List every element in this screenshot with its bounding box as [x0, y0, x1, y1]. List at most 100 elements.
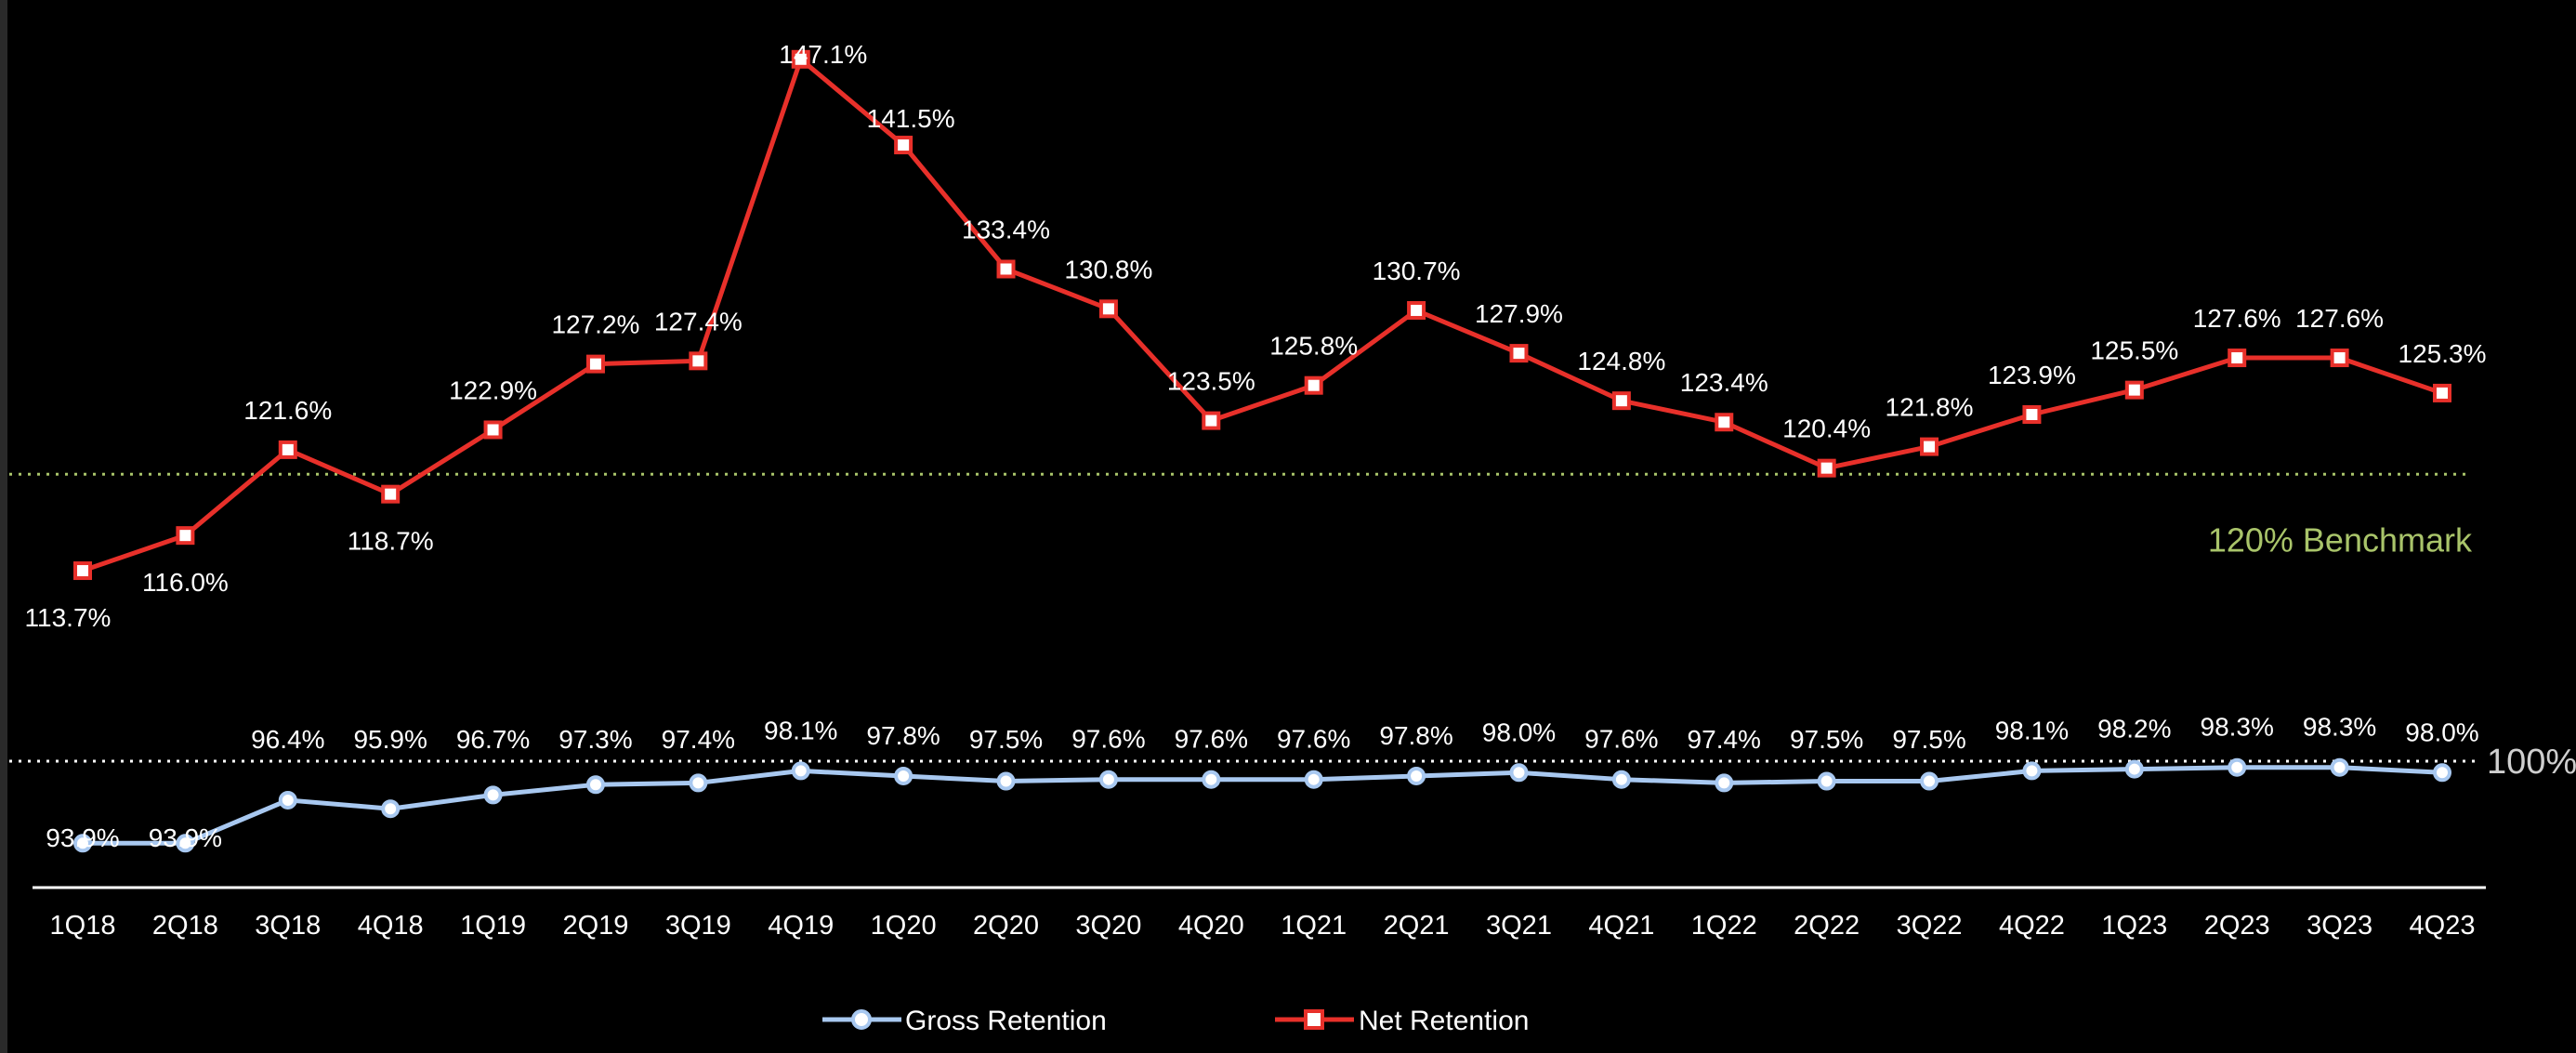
net-retention-point[interactable]	[2124, 380, 2144, 400]
x-tick-label: 3Q19	[665, 911, 731, 941]
legend-net-square-icon	[1304, 1009, 1324, 1030]
gross-retention-point[interactable]	[1509, 763, 1529, 783]
gross-retention-point[interactable]	[1611, 770, 1631, 789]
gross-retention-point[interactable]	[278, 790, 297, 809]
gross-retention-point[interactable]	[176, 834, 195, 853]
net-retention-data-label: 125.8%	[1269, 332, 1358, 361]
net-retention-data-label: 127.2%	[551, 310, 639, 339]
net-retention-point[interactable]	[1715, 413, 1734, 432]
gross-retention-data-label: 97.8%	[866, 721, 940, 750]
x-tick-label: 2Q23	[2204, 911, 2270, 941]
net-retention-data-label: 130.7%	[1373, 257, 1461, 285]
legend: Gross Retention Net Retention	[822, 1006, 1529, 1036]
series-net-retention: 113.7% 116.0% 121.6% 118.7% 122.9% 127.2% 127.…	[25, 40, 2487, 632]
net-retention-point[interactable]	[1611, 391, 1631, 411]
net-retention-data-label: 118.7%	[348, 527, 434, 556]
net-retention-data-label: 127.4%	[654, 307, 743, 336]
gross-retention-data-label: 97.6%	[1175, 725, 1248, 754]
net-retention-point[interactable]	[1407, 300, 1426, 320]
gross-retention-point[interactable]	[894, 766, 913, 785]
x-tick-label: 1Q23	[2101, 911, 2167, 941]
gross-retention-point[interactable]	[585, 775, 605, 795]
x-tick-label: 4Q22	[1999, 911, 2065, 941]
gross-retention-data-label: 98.0%	[2405, 717, 2478, 746]
x-tick-label: 1Q20	[871, 911, 937, 941]
x-tick-label: 1Q22	[1691, 911, 1757, 941]
net-retention-point[interactable]	[585, 354, 605, 374]
net-retention-data-label: 124.8%	[1577, 347, 1665, 375]
gross-retention-point[interactable]	[996, 771, 1016, 791]
x-tick-label: 4Q19	[768, 911, 834, 941]
net-retention-point[interactable]	[1304, 375, 1323, 395]
net-retention-point[interactable]	[996, 259, 1016, 279]
gross-retention-line	[83, 765, 2443, 846]
gross-retention-point[interactable]	[689, 773, 708, 793]
net-retention-point[interactable]	[2330, 349, 2349, 368]
gross-retention-data-label: 97.4%	[1688, 725, 1761, 754]
net-retention-point[interactable]	[2433, 383, 2451, 402]
net-retention-data-label: 133.4%	[962, 215, 1050, 244]
net-retention-point[interactable]	[381, 484, 401, 504]
x-tick-label: 3Q20	[1075, 911, 1141, 941]
net-retention-point[interactable]	[73, 561, 92, 581]
gross-retention-point[interactable]	[483, 785, 503, 805]
gross-retention-point[interactable]	[1920, 771, 1939, 791]
net-retention-point[interactable]	[1098, 299, 1118, 319]
gross-retention-point[interactable]	[2124, 759, 2144, 779]
net-retention-data-label: 127.9%	[1475, 299, 1563, 328]
net-retention-data-label: 121.6%	[243, 396, 332, 425]
x-tick-label: 2Q20	[973, 911, 1039, 941]
x-tick-label: 3Q22	[1897, 911, 1963, 941]
net-retention-point[interactable]	[689, 351, 708, 371]
legend-item-gross-retention[interactable]: Gross Retention	[822, 1006, 1107, 1036]
net-retention-point[interactable]	[1817, 458, 1836, 478]
net-retention-data-label: 123.4%	[1680, 368, 1768, 397]
net-retention-point[interactable]	[2228, 349, 2247, 368]
gross-retention-point[interactable]	[381, 799, 401, 819]
gross-retention-data-label: 96.4%	[251, 725, 324, 754]
gross-retention-point[interactable]	[2330, 757, 2349, 777]
gross-retention-point[interactable]	[1202, 770, 1221, 789]
legend-gross-circle-icon	[851, 1009, 872, 1030]
net-retention-point[interactable]	[176, 526, 195, 546]
gross-retention-point[interactable]	[1817, 771, 1836, 791]
gross-retention-point[interactable]	[2022, 761, 2042, 781]
legend-item-net-retention[interactable]: Net Retention	[1275, 1006, 1529, 1036]
net-retention-point[interactable]	[483, 420, 503, 440]
gross-retention-point[interactable]	[791, 761, 810, 781]
x-tick-label: 3Q18	[255, 911, 321, 941]
gross-retention-data-label: 98.1%	[1995, 716, 2069, 744]
gross-retention-data-label: 98.3%	[2201, 713, 2274, 742]
net-retention-data-label: 121.8%	[1886, 393, 1974, 422]
net-retention-point[interactable]	[2022, 404, 2042, 424]
x-tick-label: 2Q22	[1794, 911, 1860, 941]
gross-retention-data-label: 97.5%	[969, 725, 1043, 754]
net-retention-point[interactable]	[1920, 437, 1939, 456]
legend-net-label: Net Retention	[1359, 1006, 1529, 1036]
net-retention-data-label: 116.0%	[142, 568, 229, 597]
x-tick-label: 1Q18	[50, 911, 116, 941]
gross-retention-point[interactable]	[1098, 770, 1118, 789]
gross-retention-point[interactable]	[2433, 763, 2451, 783]
net-retention-point[interactable]	[1509, 344, 1529, 363]
net-retention-point[interactable]	[791, 49, 810, 69]
gross-retention-point[interactable]	[2228, 757, 2247, 777]
x-tick-label: 4Q21	[1588, 911, 1654, 941]
net-retention-point[interactable]	[894, 136, 913, 155]
net-retention-point[interactable]	[1202, 411, 1221, 430]
x-tick-label: 3Q21	[1486, 911, 1552, 941]
gross-retention-point[interactable]	[1304, 770, 1323, 789]
net-retention-data-label: 113.7%	[25, 603, 112, 632]
gross-retention-data-label: 98.1%	[764, 716, 837, 744]
x-tick-label: 3Q23	[2307, 911, 2372, 941]
x-tick-label: 2Q21	[1384, 911, 1450, 941]
gross-retention-point[interactable]	[1715, 773, 1734, 793]
gross-retention-point[interactable]	[73, 834, 92, 853]
net-retention-data-label: 123.5%	[1167, 367, 1255, 396]
x-tick-label: 4Q18	[358, 911, 424, 941]
x-axis-ticks: 1Q18 2Q18 3Q18 4Q18 1Q19 2Q19 3Q19 4Q19 1Q20 2Q20…	[50, 911, 2476, 941]
net-retention-point[interactable]	[278, 440, 297, 459]
gross-retention-point[interactable]	[1407, 766, 1426, 785]
